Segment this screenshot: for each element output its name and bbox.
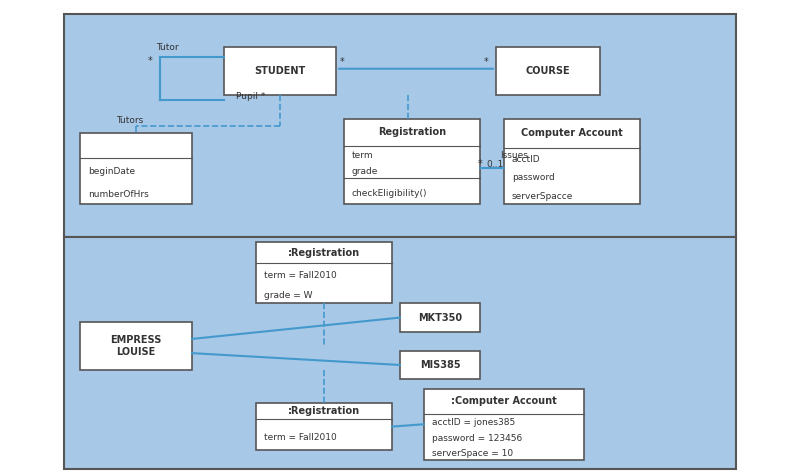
Text: MIS385: MIS385 (420, 360, 460, 370)
Bar (400, 351, 480, 379)
Text: serverSpace = 10: serverSpace = 10 (432, 449, 513, 458)
Text: term: term (352, 151, 374, 160)
Text: acctID: acctID (512, 155, 541, 164)
Text: 0..1: 0..1 (486, 160, 504, 169)
Bar (504, 118, 640, 204)
Text: term = Fall2010: term = Fall2010 (264, 434, 337, 442)
Bar (256, 403, 392, 450)
FancyBboxPatch shape (64, 14, 736, 237)
Bar (496, 47, 600, 95)
Text: COURSE: COURSE (526, 66, 570, 76)
Text: Registration: Registration (378, 127, 446, 137)
Text: checkEligibility(): checkEligibility() (352, 189, 427, 198)
Text: grade = W: grade = W (264, 291, 313, 300)
Text: password = 123456: password = 123456 (432, 434, 522, 443)
Text: grade: grade (352, 167, 378, 176)
Text: :Registration: :Registration (288, 406, 360, 416)
FancyBboxPatch shape (64, 237, 736, 469)
Bar (424, 389, 584, 460)
Bar (224, 47, 336, 95)
Text: :Computer Account: :Computer Account (451, 396, 557, 406)
Text: STUDENT: STUDENT (254, 66, 306, 76)
Text: *: * (484, 57, 489, 67)
Bar (344, 118, 480, 204)
Text: numberOfHrs: numberOfHrs (88, 190, 149, 199)
Bar (400, 303, 480, 332)
Text: MKT350: MKT350 (418, 312, 462, 323)
Text: Pupil *: Pupil * (236, 91, 266, 100)
Text: term = Fall2010: term = Fall2010 (264, 271, 337, 280)
Text: *: * (478, 159, 482, 169)
Text: :Registration: :Registration (288, 247, 360, 257)
Text: Tutor: Tutor (156, 43, 178, 52)
Bar (80, 133, 192, 204)
Text: serverSpacce: serverSpacce (512, 192, 574, 201)
Text: beginDate: beginDate (88, 167, 135, 176)
Text: Tutors: Tutors (116, 116, 143, 125)
Text: EMPRESS
LOUISE: EMPRESS LOUISE (110, 335, 162, 357)
Bar (80, 322, 192, 370)
Text: *: * (148, 56, 153, 66)
Text: Computer Account: Computer Account (521, 128, 623, 138)
Text: acctID = jones385: acctID = jones385 (432, 419, 515, 427)
Text: password: password (512, 173, 554, 182)
Text: Issues: Issues (500, 151, 528, 160)
Bar (256, 242, 392, 303)
Text: *: * (340, 57, 345, 67)
